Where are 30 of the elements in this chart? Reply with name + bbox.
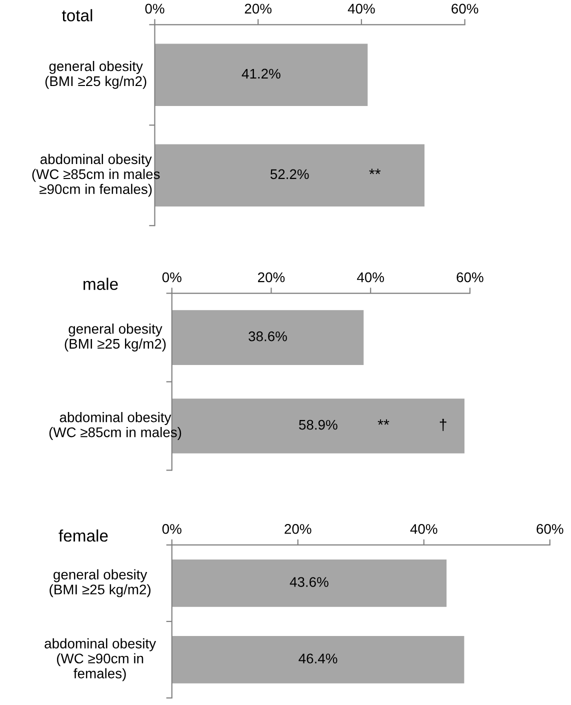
- chart-title: total: [62, 9, 92, 22]
- x-tick-label: 20%: [284, 524, 312, 534]
- y-tick-label: general obesity (BMI ≥25 kg/m2): [45, 60, 146, 89]
- annotation: **: [378, 419, 390, 425]
- annotation: †: [440, 418, 446, 431]
- y-tick-label: abdominal obesity (WC ≥90cm in females): [44, 638, 156, 682]
- x-tick-label: 40%: [357, 272, 384, 282]
- x-tick-label: 0%: [162, 272, 182, 282]
- x-tick-label: 60%: [536, 524, 564, 534]
- x-tick-label: 20%: [244, 4, 272, 14]
- y-tick-label: general obesity (BMI ≥25 kg/m2): [64, 324, 166, 352]
- x-tick-label: 40%: [348, 4, 375, 14]
- data-label: 38.6%: [248, 331, 287, 342]
- y-tick-label: general obesity (BMI ≥25 kg/m2): [50, 569, 150, 598]
- y-tick-label: abdominal obesity (WC ≥85cm in males): [49, 412, 182, 440]
- data-label: 58.9%: [299, 420, 338, 430]
- data-label: 46.4%: [298, 654, 338, 664]
- x-tick-label: 0%: [145, 4, 164, 14]
- y-tick-label: abdominal obesity (WC ≥85cm in males ≥90cm in females): [32, 154, 160, 197]
- x-tick-label: 60%: [452, 4, 478, 14]
- data-label: 41.2%: [242, 68, 280, 79]
- data-label: 43.6%: [290, 577, 328, 587]
- data-label: 52.2%: [270, 169, 309, 180]
- annotation: **: [369, 168, 381, 174]
- chart-title: female: [58, 529, 108, 542]
- chart-title: male: [84, 278, 118, 290]
- x-tick-label: 60%: [456, 272, 484, 282]
- x-tick-label: 0%: [162, 524, 182, 534]
- x-tick-label: 40%: [410, 524, 438, 534]
- x-tick-label: 20%: [258, 272, 285, 282]
